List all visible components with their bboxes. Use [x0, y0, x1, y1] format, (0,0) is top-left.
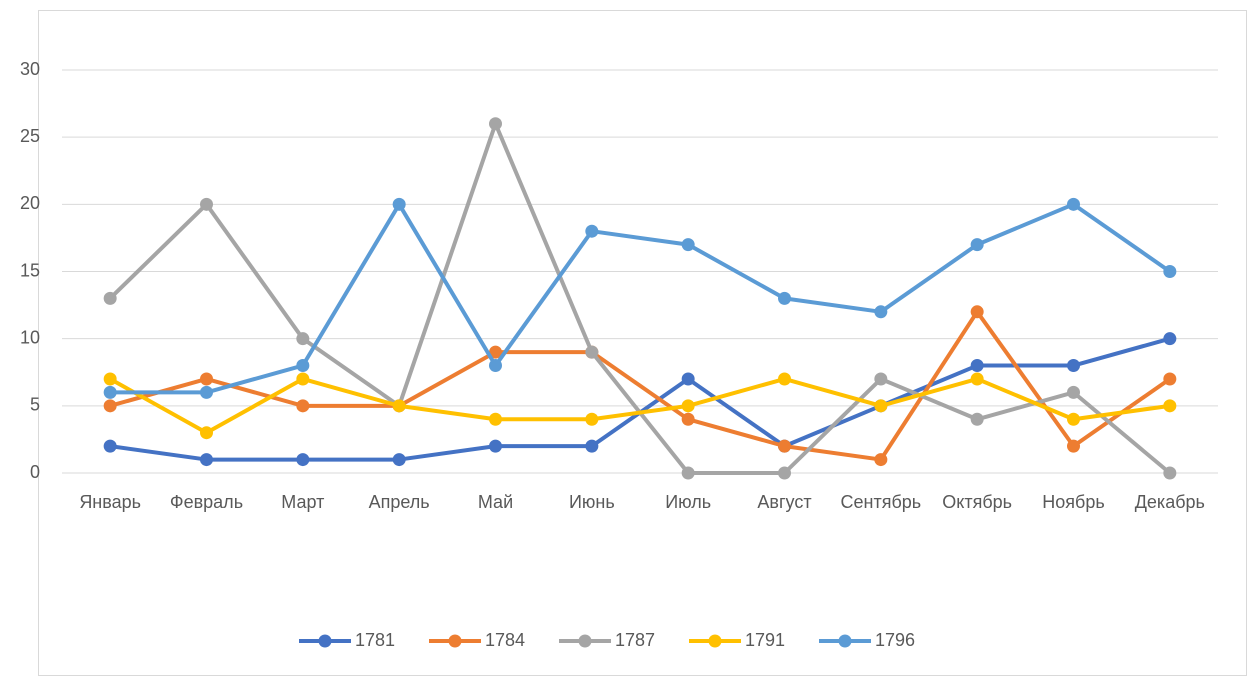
x-tick-label: Июль — [665, 492, 711, 512]
data-point — [296, 372, 310, 386]
legend-label: 1784 — [485, 630, 525, 650]
data-point — [1067, 197, 1080, 211]
x-tick-label: Декабрь — [1135, 492, 1205, 512]
data-point — [585, 439, 599, 453]
x-tick-label: Октябрь — [942, 492, 1012, 512]
x-tick-label: Январь — [79, 492, 141, 512]
data-point — [1163, 399, 1177, 413]
data-point — [200, 385, 213, 399]
legend-marker — [838, 634, 852, 648]
data-point — [103, 399, 117, 413]
data-point — [681, 399, 695, 413]
data-point — [200, 372, 213, 386]
data-point — [200, 426, 213, 440]
legend-label: 1781 — [355, 630, 395, 650]
data-point — [296, 399, 310, 413]
data-point — [778, 466, 791, 480]
data-point — [970, 412, 984, 426]
data-point — [1067, 412, 1080, 426]
data-point — [296, 332, 310, 346]
y-tick-label: 15 — [20, 260, 40, 280]
data-point — [585, 412, 599, 426]
x-tick-label: Ноябрь — [1042, 492, 1104, 512]
data-point — [296, 453, 310, 467]
data-point — [970, 372, 984, 386]
data-point — [103, 385, 117, 399]
x-tick-label: Март — [281, 492, 324, 512]
data-point — [392, 197, 406, 211]
legend-label: 1791 — [745, 630, 785, 650]
legend-marker — [708, 634, 722, 648]
data-point — [970, 305, 984, 319]
chart-frame — [38, 10, 1247, 676]
data-point — [1067, 439, 1080, 453]
data-point — [874, 399, 888, 413]
data-point — [778, 291, 791, 305]
data-point — [585, 224, 599, 238]
data-point — [489, 359, 502, 373]
data-point — [874, 372, 888, 386]
data-point — [681, 412, 695, 426]
y-tick-label: 10 — [20, 327, 40, 347]
data-point — [392, 399, 406, 413]
x-tick-label: Август — [757, 492, 811, 512]
data-point — [200, 453, 213, 467]
data-point — [392, 453, 406, 467]
legend-marker — [578, 634, 592, 648]
data-point — [1163, 466, 1177, 480]
data-point — [874, 305, 888, 319]
data-point — [489, 412, 502, 426]
y-tick-label: 30 — [20, 59, 40, 79]
data-point — [681, 238, 695, 252]
y-tick-label: 20 — [20, 193, 40, 213]
data-point — [681, 466, 695, 480]
data-point — [489, 439, 502, 453]
x-tick-label: Июнь — [569, 492, 615, 512]
series-line — [108, 376, 1172, 435]
series-line — [108, 202, 1172, 395]
x-tick-label: Февраль — [170, 492, 243, 512]
data-point — [585, 345, 599, 359]
x-tick-label: Май — [478, 492, 513, 512]
data-point — [103, 291, 117, 305]
data-point — [874, 453, 888, 467]
y-tick-label: 5 — [30, 395, 40, 415]
data-point — [1163, 332, 1177, 346]
y-tick-label: 0 — [30, 462, 40, 482]
data-point — [970, 359, 984, 373]
x-tick-label: Апрель — [369, 492, 430, 512]
data-point — [1067, 385, 1080, 399]
data-point — [489, 117, 502, 131]
x-tick-label: Сентябрь — [841, 492, 922, 512]
data-point — [1163, 265, 1177, 278]
data-point — [778, 439, 791, 453]
data-point — [681, 372, 695, 386]
data-point — [296, 359, 310, 373]
data-point — [103, 439, 117, 453]
data-point — [1163, 372, 1177, 386]
data-point — [970, 238, 984, 252]
legend-marker — [318, 634, 332, 648]
y-tick-label: 25 — [20, 126, 40, 146]
data-point — [200, 197, 213, 211]
legend-marker — [448, 634, 462, 648]
data-point — [1067, 359, 1080, 373]
data-point — [489, 345, 502, 359]
series-line — [108, 309, 1172, 462]
data-point — [103, 372, 117, 386]
data-point — [778, 372, 791, 386]
legend-label: 1787 — [615, 630, 655, 650]
legend-label: 1796 — [875, 630, 915, 650]
